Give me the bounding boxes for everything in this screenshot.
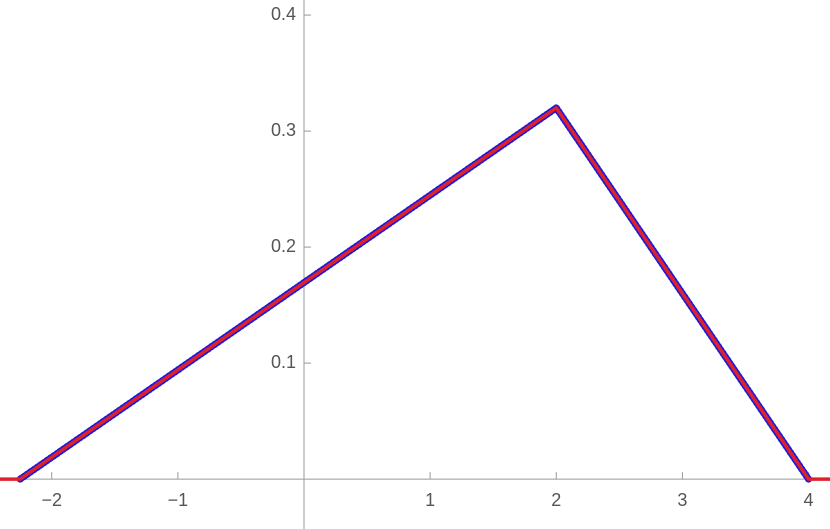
series-line [0, 106, 830, 481]
series-line [16, 104, 813, 483]
y-tick-label: 0.3 [271, 120, 296, 140]
x-tick-label: −2 [41, 490, 62, 510]
x-tick-label: 3 [677, 490, 687, 510]
x-tick-label: −1 [168, 490, 189, 510]
y-tick-label: 0.4 [271, 4, 296, 24]
x-tick-label: 1 [425, 490, 435, 510]
y-tick-label: 0.1 [271, 352, 296, 372]
x-tick-label: 4 [804, 490, 814, 510]
y-tick-label: 0.2 [271, 236, 296, 256]
x-tick-label: 2 [551, 490, 561, 510]
